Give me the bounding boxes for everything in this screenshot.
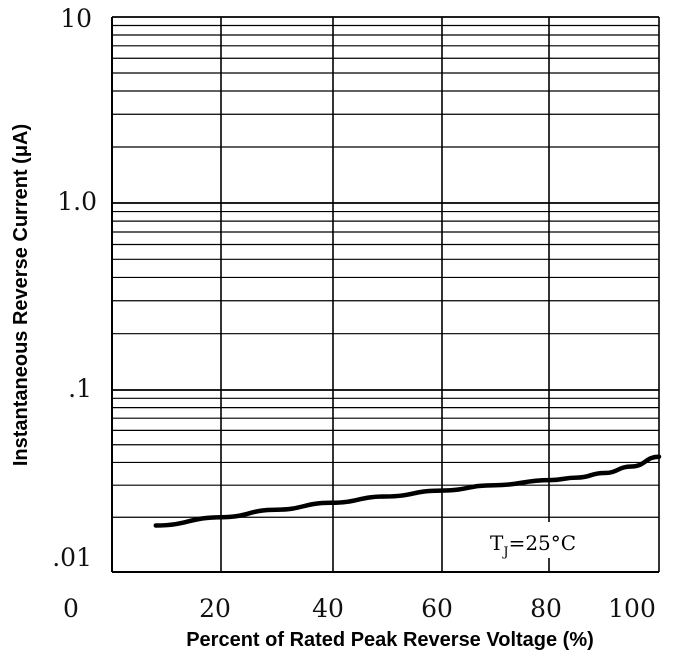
x-tick-label: 20 (199, 594, 231, 623)
x-axis-label: Percent of Rated Peak Reverse Voltage (%… (186, 629, 594, 651)
y-tick-label: .01 (52, 543, 92, 572)
y-tick-label: .1 (68, 374, 92, 403)
x-tick-label: 80 (530, 594, 562, 623)
x-tick-label: 0 (63, 594, 79, 623)
series-layer (153, 454, 662, 528)
y-tick-label: 10 (60, 4, 92, 33)
grid (111, 16, 660, 573)
x-tick-label: 40 (312, 594, 344, 623)
series-line-0 (153, 454, 662, 528)
x-tick-label: 100 (608, 594, 656, 623)
x-tick-label: 60 (421, 594, 453, 623)
y-tick-label: 1.0 (57, 187, 97, 216)
x-tick-labels: 0 20 40 60 80 100 (63, 594, 656, 623)
annotation-label: TJ=25°C (490, 531, 576, 560)
y-tick-labels: .01 .1 1.0 10 (52, 4, 97, 572)
y-axis-label: Instantaneous Reverse Current (μA) (10, 124, 32, 466)
annotation-box: TJ=25°C (472, 522, 647, 560)
